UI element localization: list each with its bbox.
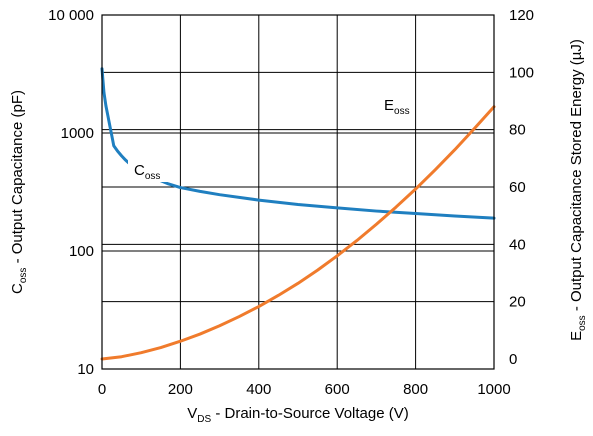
tick-labels: 0 200 400 600 800 1000 10 100 1000 10 000 0 20 40 60 8… xyxy=(48,7,534,398)
y-left-axis-title: Coss - Output Capacitance (pF) xyxy=(9,90,29,294)
coss-label-background xyxy=(128,158,174,182)
coss-series-label: Coss xyxy=(134,162,160,182)
grid-lines xyxy=(101,14,495,370)
x-axis-title: VDS - Drain-to-Source Voltage (V) xyxy=(187,405,409,425)
eoss-series-label: Eoss xyxy=(384,97,410,117)
plot-frame xyxy=(101,14,495,370)
y-right-tick-label: 60 xyxy=(509,179,526,196)
y-left-tick-label: 10 xyxy=(77,361,94,378)
y-right-tick-label: 20 xyxy=(509,294,526,311)
eoss-series-line xyxy=(100,105,496,361)
y-left-tick-label: 100 xyxy=(69,243,94,260)
coss-series-line xyxy=(100,67,496,220)
x-tick-label: 1000 xyxy=(477,381,510,398)
x-tick-label: 600 xyxy=(325,381,350,398)
y-right-tick-label: 100 xyxy=(509,64,534,81)
y-right-tick-label: 80 xyxy=(509,122,526,139)
series-lines xyxy=(100,67,496,361)
x-tick-label: 400 xyxy=(246,381,271,398)
x-tick-label: 800 xyxy=(403,381,428,398)
y-left-tick-label: 1000 xyxy=(61,125,94,142)
y-left-tick-label: 10 000 xyxy=(48,7,94,24)
y-right-tick-label: 0 xyxy=(509,351,517,368)
y-right-tick-label: 120 xyxy=(509,7,534,24)
y-right-tick-label: 40 xyxy=(509,236,526,253)
x-tick-label: 200 xyxy=(168,381,193,398)
y-right-axis-title: Eoss - Output Capacitance Stored Energy … xyxy=(568,39,588,341)
x-tick-label: 0 xyxy=(98,381,106,398)
